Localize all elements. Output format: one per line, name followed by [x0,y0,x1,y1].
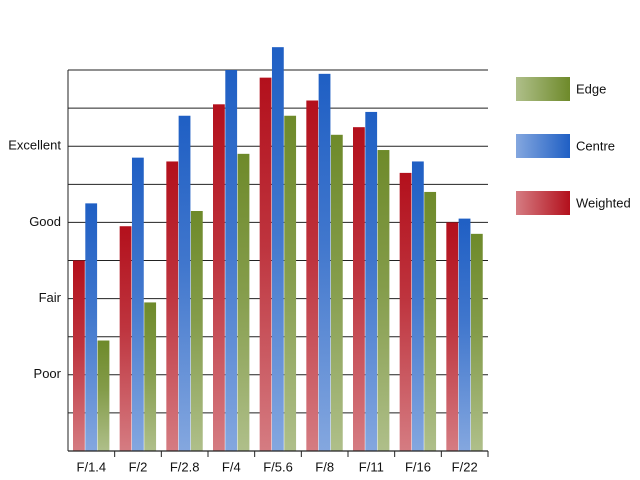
bar [190,210,203,451]
bar [330,134,343,451]
bar [377,150,390,451]
bar [424,191,437,451]
y-tick-label: Excellent [8,138,61,153]
legend-swatch [516,191,570,215]
bar [259,77,272,451]
bar [237,153,250,452]
legend-label: Centre [576,138,615,153]
y-tick-label: Good [29,214,61,229]
x-tick-label: F/2.8 [170,459,200,474]
bar [458,218,471,451]
legend-swatch [516,134,570,158]
legend-label: Weighted [576,195,631,210]
y-tick-label: Fair [39,290,62,305]
bar [119,226,132,451]
bar [178,115,191,452]
bar [225,70,238,451]
bar [284,115,297,452]
x-tick-label: F/4 [222,459,241,474]
bar [399,172,412,451]
bar [73,260,85,451]
bar [411,161,424,451]
bar [446,222,459,451]
bar [306,100,319,451]
bar [85,203,98,451]
bar [144,302,157,451]
legend-label: Edge [576,81,606,96]
x-tick-label: F/11 [359,459,384,474]
x-tick-label: F/2 [129,459,148,474]
x-tick-label: F/5.6 [263,459,293,474]
x-tick-label: F/22 [452,459,478,474]
x-tick-label: F/16 [405,459,431,474]
y-tick-label: Poor [34,366,62,381]
bar [318,73,331,452]
bar [97,340,110,451]
x-tick-label: F/1.4 [77,459,107,474]
bar [470,233,483,451]
bar [166,161,179,451]
legend-swatch [516,77,570,101]
bar [365,111,378,452]
x-tick-label: F/8 [315,459,334,474]
bar [353,127,365,451]
bar [213,104,225,452]
bar [131,157,144,451]
bar [271,47,284,451]
